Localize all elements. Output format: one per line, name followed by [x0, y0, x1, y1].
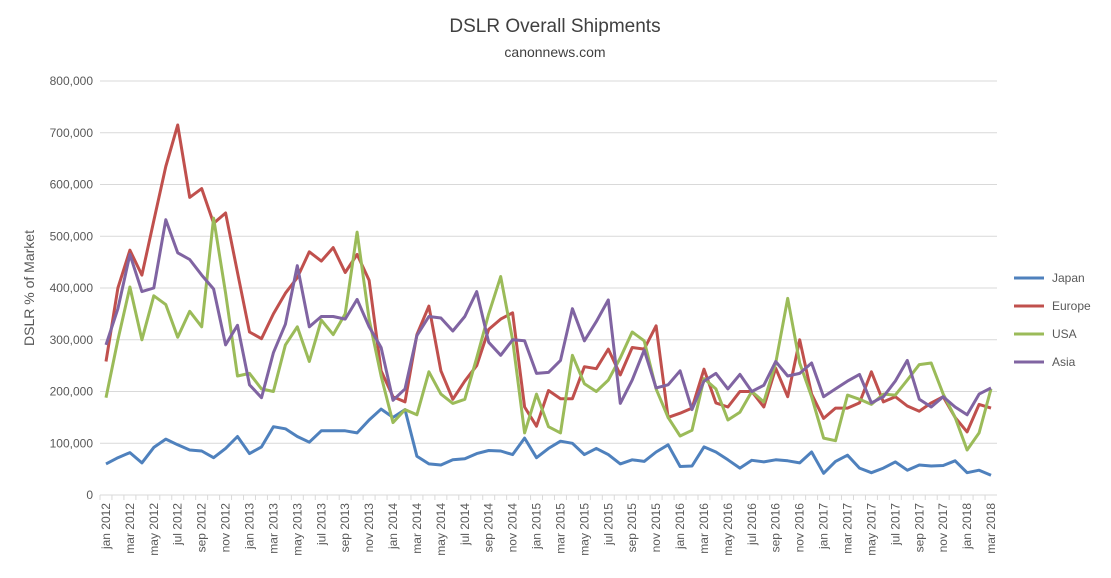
x-tick-label: sep 2016 [769, 503, 783, 553]
chart-title: DSLR Overall Shipments [449, 16, 660, 37]
x-tick-label: nov 2012 [219, 503, 233, 553]
x-tick-label: may 2012 [147, 503, 161, 556]
series-line [104, 123, 992, 434]
x-tick-label: may 2013 [290, 503, 304, 556]
x-tick-label: jan 2017 [817, 503, 831, 550]
y-tick-label: 800,000 [50, 74, 94, 88]
x-tick-label: jul 2013 [314, 503, 328, 546]
x-tick-label: jan 2012 [99, 503, 113, 550]
x-tick-label: jul 2016 [745, 503, 759, 546]
series-line [104, 218, 992, 417]
y-tick-label: 600,000 [50, 178, 94, 192]
x-tick-label: may 2015 [577, 503, 591, 556]
x-tick-label: sep 2014 [482, 503, 496, 553]
series-line [105, 407, 992, 477]
x-tick-label: mar 2018 [984, 503, 998, 554]
legend-label: USA [1052, 327, 1077, 341]
x-tick-label: nov 2015 [649, 503, 663, 553]
x-tick-label: nov 2013 [362, 503, 376, 553]
y-tick-label: 500,000 [50, 229, 94, 243]
x-tick-label: jul 2014 [458, 503, 472, 546]
x-tick-label: nov 2017 [936, 503, 950, 553]
x-tick-label: sep 2013 [338, 503, 352, 553]
x-tick-label: mar 2015 [553, 503, 567, 554]
x-tick-label: jan 2018 [960, 503, 974, 550]
y-tick-label: 0 [86, 488, 93, 502]
x-tick-label: may 2016 [721, 503, 735, 556]
y-tick-label: 700,000 [50, 126, 94, 140]
x-tick-label: jan 2016 [673, 503, 687, 550]
chart-subtitle: canonnews.com [504, 44, 605, 60]
x-tick-label: may 2017 [864, 503, 878, 556]
legend-label: Asia [1052, 355, 1076, 369]
legend-label: Europe [1052, 299, 1091, 313]
x-tick-label: mar 2013 [266, 503, 280, 554]
x-tick-label: jul 2012 [171, 503, 185, 546]
y-tick-label: 300,000 [50, 333, 94, 347]
y-tick-label: 200,000 [50, 385, 94, 399]
x-tick-label: sep 2015 [625, 503, 639, 553]
y-tick-label: 400,000 [50, 281, 94, 295]
x-tick-label: mar 2014 [410, 503, 424, 554]
x-tick-label: nov 2014 [506, 503, 520, 553]
y-axis-label: DSLR % of Market [21, 230, 37, 346]
x-tick-label: sep 2017 [912, 503, 926, 553]
x-tick-label: sep 2012 [195, 503, 209, 553]
x-tick-label: jan 2014 [386, 503, 400, 550]
series-line [104, 216, 993, 452]
x-tick-label: jul 2015 [601, 503, 615, 546]
x-tick-label: jan 2015 [530, 503, 544, 550]
x-tick-label: mar 2017 [841, 503, 855, 554]
legend-label: Japan [1052, 271, 1085, 285]
x-tick-label: mar 2012 [123, 503, 137, 554]
x-tick-label: mar 2016 [697, 503, 711, 554]
x-tick-label: jul 2017 [888, 503, 902, 546]
x-tick-label: jan 2013 [243, 503, 257, 550]
x-tick-label: nov 2016 [793, 503, 807, 553]
y-tick-label: 100,000 [50, 436, 94, 450]
x-tick-label: may 2014 [434, 503, 448, 556]
